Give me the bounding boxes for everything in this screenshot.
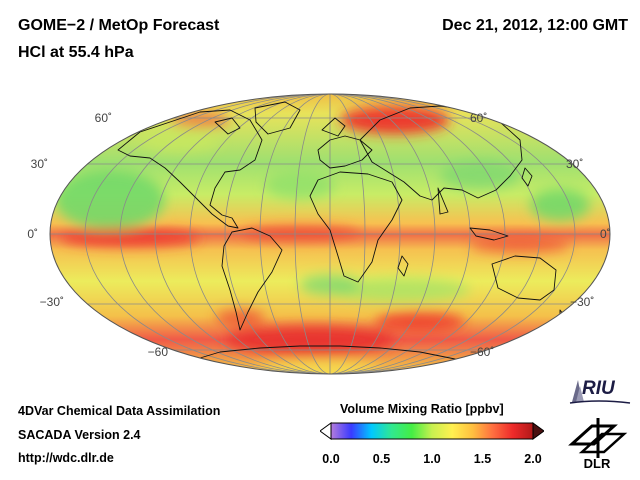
hcl-world-map: 60˚ 30˚ 0˚ −30˚ −60 60˚ 30˚ 0˚ −30˚ −60˚ [27, 93, 611, 375]
dlr-logo-text: DLR [584, 456, 611, 470]
colorbar-title: Volume Mixing Ratio [ppbv] [340, 402, 504, 416]
footer-version: SACADA Version 2.4 [18, 428, 141, 442]
lat-label-left-0: 0˚ [27, 227, 38, 241]
colorbar-tick: 2.0 [524, 452, 542, 466]
footer-url[interactable]: http://wdc.dlr.de [18, 451, 114, 465]
forecast-datetime: Dec 21, 2012, 12:00 GMT [442, 17, 628, 34]
lat-label-right-m30: −30˚ [570, 295, 594, 309]
colorbar-tick: 1.0 [423, 452, 441, 466]
coastlines [117, 101, 567, 369]
lat-label-left-m30: −30˚ [40, 295, 64, 309]
lat-label-right-m60: −60˚ [470, 345, 494, 359]
lat-label-right-30: 30˚ [566, 157, 583, 171]
lat-label-left-m60: −60 [148, 345, 169, 359]
riu-logo-text: RIU [582, 378, 616, 399]
footer-method: 4DVar Chemical Data Assimilation [18, 404, 221, 418]
colorbar [320, 422, 544, 440]
globe-outline [49, 93, 611, 375]
colorbar-tick: 0.0 [322, 452, 340, 466]
chart-title: GOME−2 / MetOp Forecast [18, 17, 220, 34]
lat-label-left-60: 60˚ [95, 111, 112, 125]
colorbar-gradient [330, 422, 534, 440]
lat-label-right-0: 0˚ [600, 227, 611, 241]
dlr-logo: DLR [568, 418, 628, 470]
lat-label-right-60: 60˚ [470, 111, 487, 125]
colorbar-left-arrow [320, 422, 332, 440]
chart-subtitle: HCl at 55.4 hPa [18, 44, 134, 61]
graticule [50, 94, 610, 374]
colorbar-tick: 0.5 [372, 452, 391, 466]
riu-logo: RIU [569, 378, 631, 404]
lat-label-left-30: 30˚ [31, 157, 48, 171]
colorbar-tick: 1.5 [473, 452, 492, 466]
colorbar-right-arrow [532, 422, 544, 440]
